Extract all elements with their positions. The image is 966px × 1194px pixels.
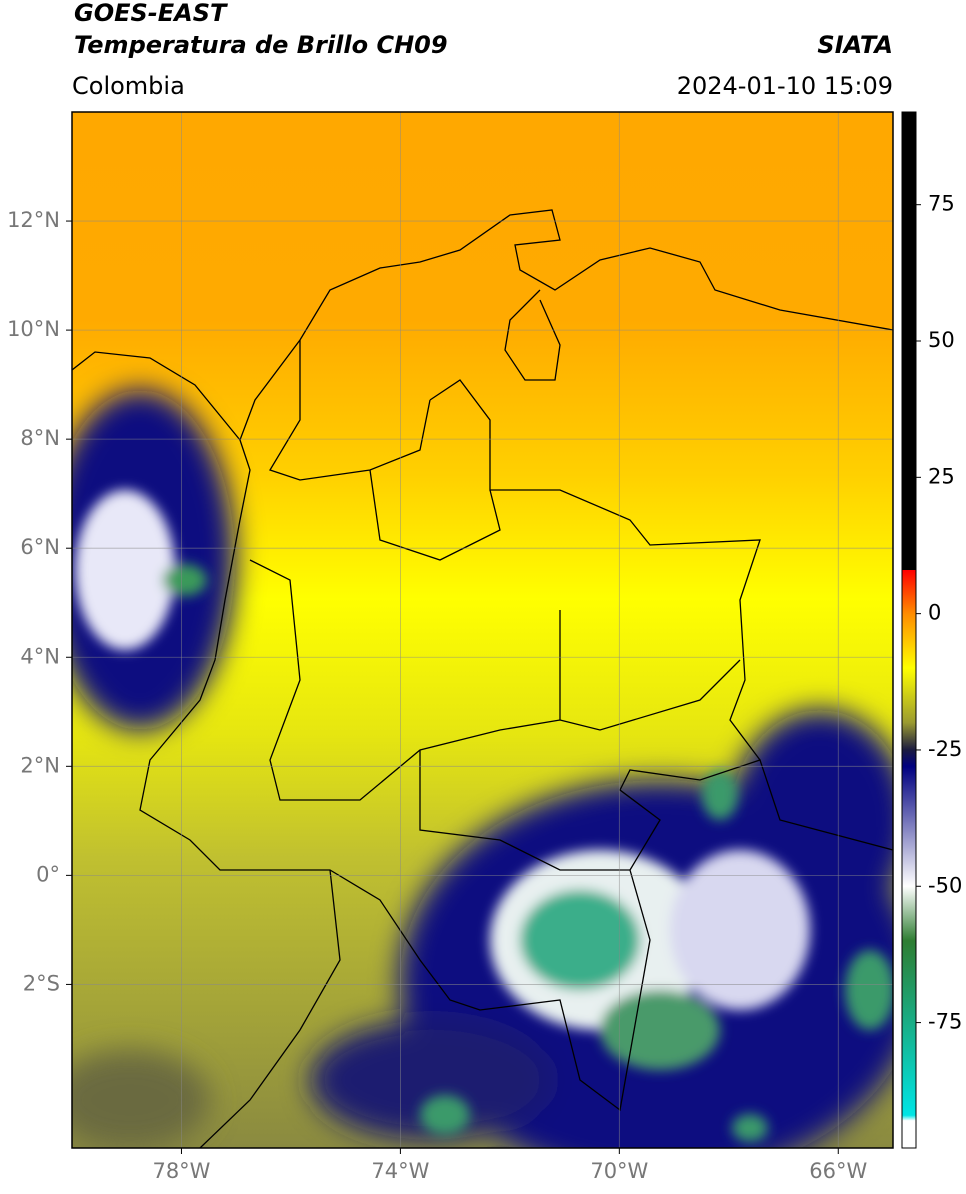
source: SIATA — [817, 31, 893, 59]
map-frame — [71, 111, 894, 1149]
colorbar-tick-label: -25 — [928, 737, 962, 761]
colorbar-tick-label: 50 — [928, 328, 955, 352]
y-tick-label: 8°N — [20, 426, 60, 450]
y-tick-label: 0° — [36, 862, 60, 886]
colorbar-tick-label: -75 — [928, 1010, 962, 1034]
y-tick-label: 6°N — [20, 535, 60, 559]
region: Colombia — [72, 72, 185, 100]
satellite-image — [72, 112, 893, 1148]
colorbar — [901, 111, 917, 1149]
boundaries — [72, 209, 893, 1148]
colorbar-tick-label: -50 — [928, 873, 962, 897]
y-tick-label: 2°S — [23, 971, 60, 995]
grid — [72, 112, 893, 1148]
x-tick-label: 66°W — [809, 1159, 867, 1183]
y-tick-label: 4°N — [20, 644, 60, 668]
y-tick-label: 2°N — [20, 753, 60, 777]
colorbar-tick-label: 25 — [928, 464, 955, 488]
colorbar-tick-label: 0 — [928, 601, 941, 625]
subtitle: Temperatura de Brillo CH09 — [74, 31, 448, 59]
datetime: 2024-01-10 15:09 — [677, 72, 893, 100]
colorbar-tick-label: 75 — [928, 192, 955, 216]
title: GOES-EAST — [74, 0, 228, 27]
y-tick-label: 10°N — [7, 317, 60, 341]
x-tick-label: 78°W — [152, 1159, 210, 1183]
deep-convection — [75, 490, 893, 1142]
x-tick-label: 74°W — [371, 1159, 429, 1183]
x-tick-label: 70°W — [590, 1159, 648, 1183]
y-tick-label: 12°N — [7, 208, 60, 232]
